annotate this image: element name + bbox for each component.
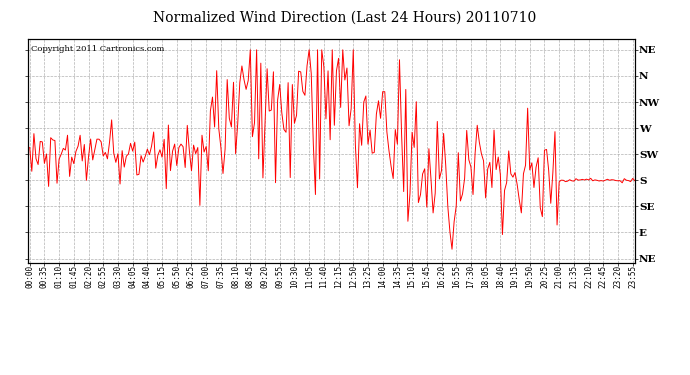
Text: Copyright 2011 Cartronics.com: Copyright 2011 Cartronics.com <box>30 45 164 53</box>
Text: Normalized Wind Direction (Last 24 Hours) 20110710: Normalized Wind Direction (Last 24 Hours… <box>153 10 537 24</box>
